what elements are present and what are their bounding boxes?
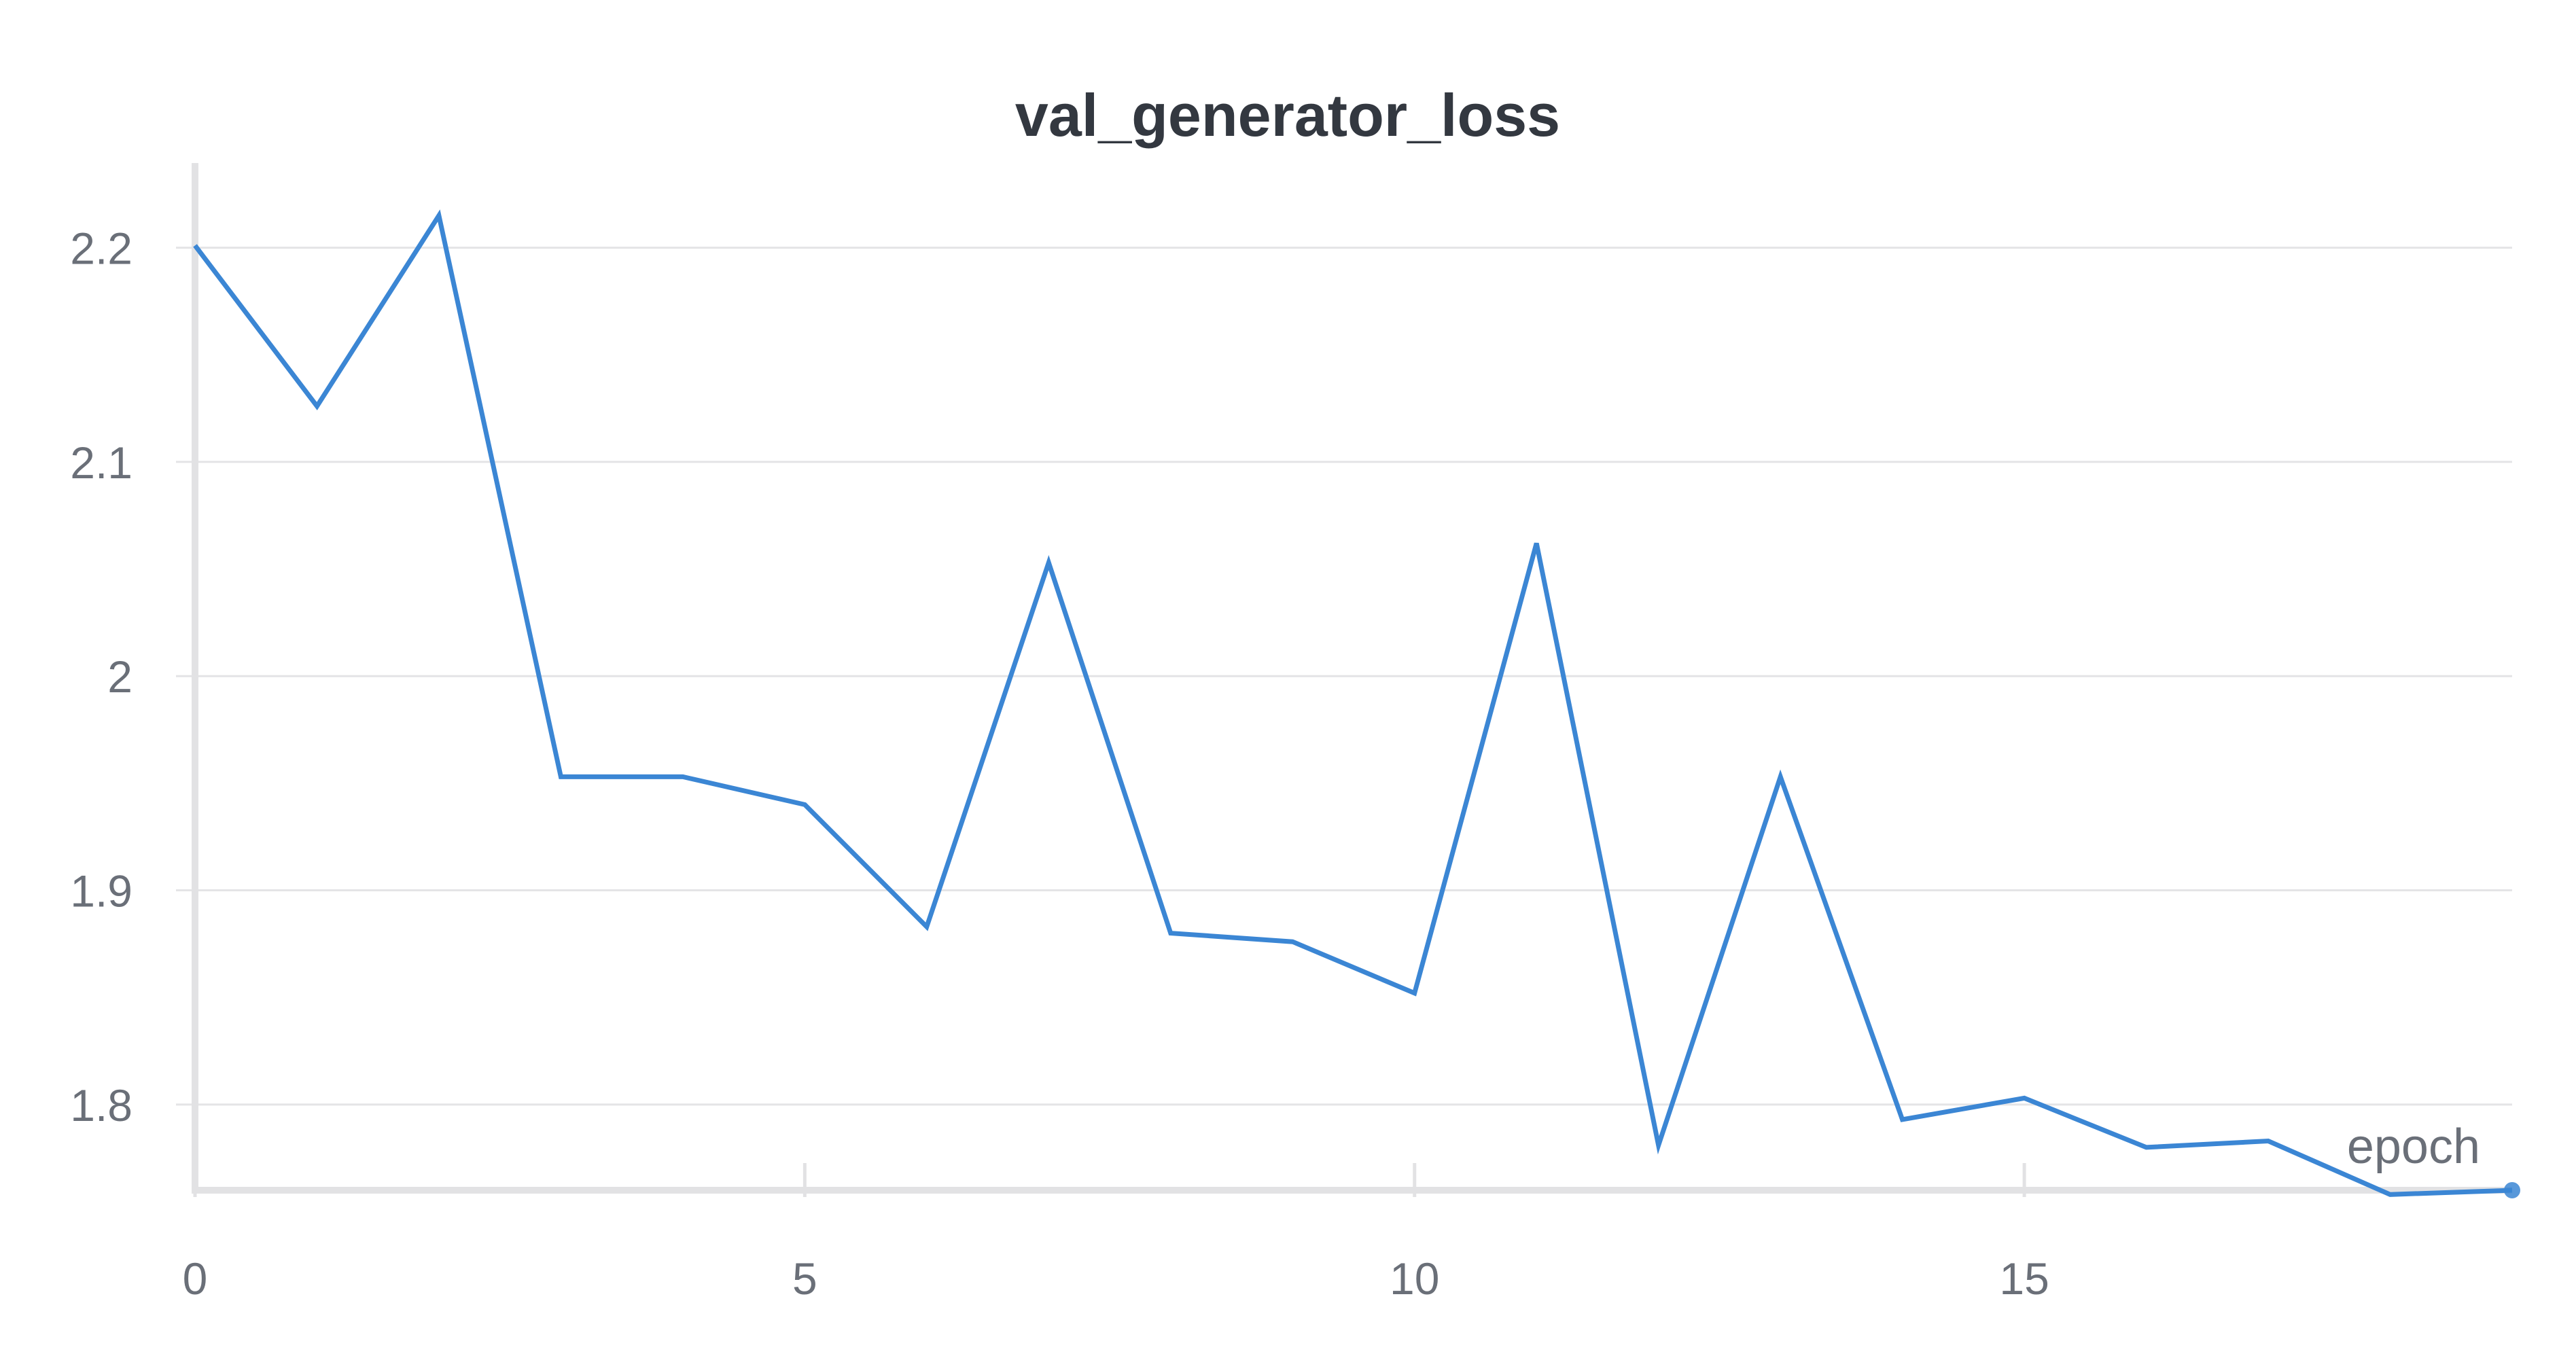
series-layer — [193, 209, 2520, 1198]
axes — [192, 163, 2512, 1197]
data-point — [1902, 1119, 1903, 1120]
x-tick-label: 5 — [792, 1253, 817, 1304]
data-point — [195, 245, 196, 246]
data-point — [2024, 1098, 2025, 1099]
y-tick-label: 2.1 — [70, 438, 133, 488]
x-axis-label: epoch — [2347, 1120, 2480, 1174]
y-tick-label: 1.8 — [70, 1080, 133, 1130]
grid-lines — [176, 247, 2512, 1106]
y-tick-label: 2 — [107, 652, 133, 702]
series-end-marker — [2504, 1182, 2520, 1198]
x-tick-label: 10 — [1390, 1253, 1439, 1304]
x-tick-label: 0 — [183, 1253, 208, 1304]
y-tick-labels: 1.8 1.9 2 2.1 2.2 — [70, 224, 133, 1130]
chart-title: val_generator_loss — [1015, 82, 1560, 149]
x-tick-label: 15 — [1999, 1253, 2049, 1304]
y-tick-label: 2.2 — [70, 224, 133, 274]
y-tick-label: 1.9 — [70, 866, 133, 916]
x-tick-labels: 0 5 10 15 — [183, 1253, 2049, 1304]
series-line — [193, 209, 2513, 1197]
data-point — [438, 215, 439, 216]
